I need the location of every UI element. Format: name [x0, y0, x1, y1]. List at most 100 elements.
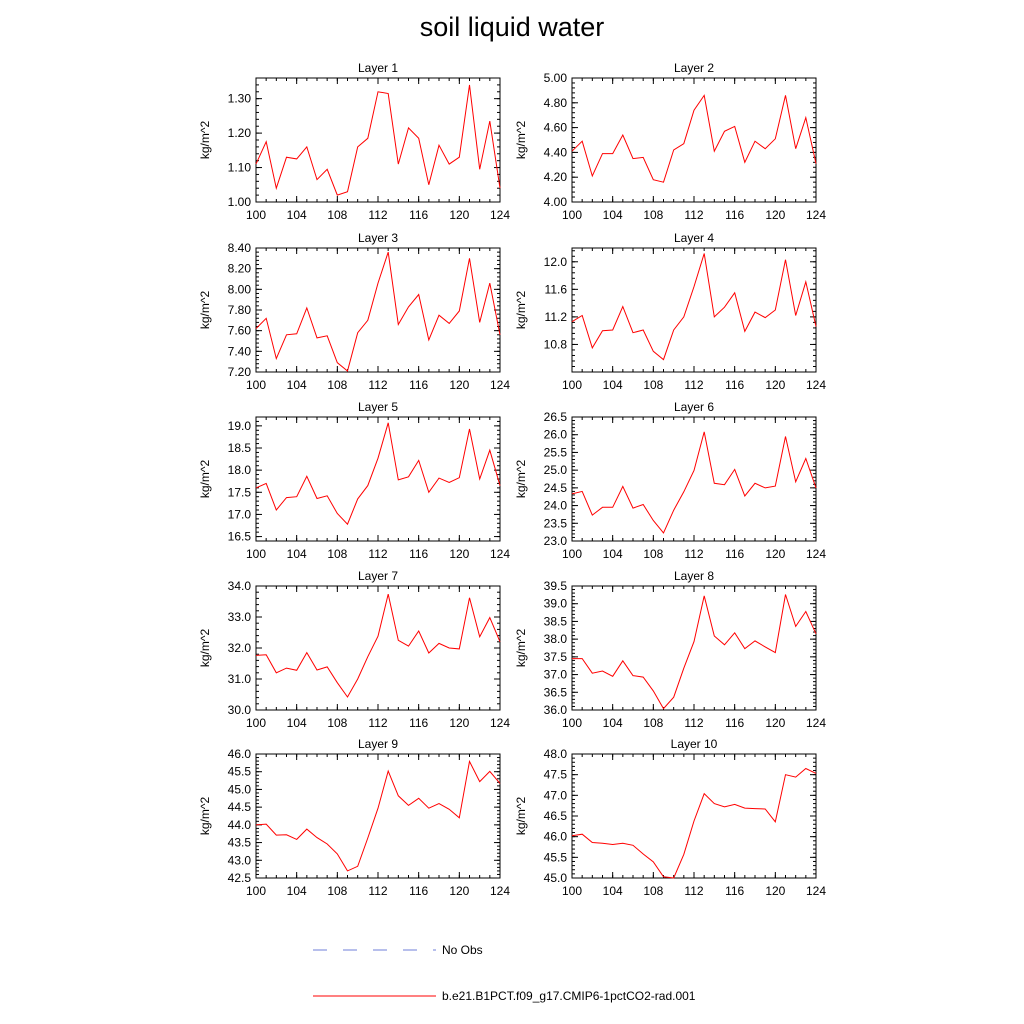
panel-3-y-tick-label: 8.00: [228, 282, 252, 296]
panel-5-y-tick-label: 17.5: [228, 485, 252, 499]
panel-6-x-tick-label: 104: [603, 547, 623, 561]
panel-4-x-tick-label: 112: [684, 378, 703, 392]
panel-4-x-tick-label: 120: [765, 378, 785, 392]
panel-9-x-tick-label: 108: [327, 884, 347, 898]
panel-9-ylabel: kg/m^2: [198, 797, 212, 836]
panel-6-x-tick-label: 124: [806, 547, 826, 561]
panel-8-y-tick-label: 36.0: [544, 703, 568, 717]
panel-3-frame: [255, 247, 501, 373]
panel-3-y-tick-label: 7.40: [228, 344, 252, 358]
panel-2-x-tick-label: 116: [725, 208, 744, 222]
panel-9-series-line: [255, 759, 501, 872]
panel-3-x-tick-label: 116: [409, 378, 428, 392]
panel-3-y-tick-label: 8.40: [228, 241, 252, 255]
panel-10-y-tick-label: 47.5: [544, 768, 568, 782]
panel-6-y-tick-label: 25.5: [544, 445, 568, 459]
panel-8-x-tick-label: 120: [765, 716, 785, 730]
panel-5-x-tick-label: 116: [409, 547, 428, 561]
panel-2-y-tick-label: 4.00: [544, 195, 568, 209]
panel-2-x-tick-label: 112: [684, 208, 703, 222]
panel-6-y-tick-label: 25.0: [544, 463, 568, 477]
panel-10-x-tick-label: 112: [684, 884, 703, 898]
panel-1-x-tick-label: 104: [287, 208, 307, 222]
panel-8-y-tick-label: 38.5: [544, 614, 568, 628]
panel-10-ylabel: kg/m^2: [514, 797, 528, 836]
panel-3-y-tick-label: 7.60: [228, 324, 252, 338]
panel-8-x-tick-label: 104: [603, 716, 623, 730]
panel-8-y-tick-label: 37.0: [544, 668, 568, 682]
panel-6-y-tick-label: 26.5: [544, 410, 568, 424]
panel-5-y-tick-label: 19.0: [228, 419, 252, 433]
panel-2-y-tick-label: 4.60: [544, 121, 568, 135]
panel-5-x-tick-label: 104: [287, 547, 307, 561]
panel-10-x-tick-label: 120: [765, 884, 785, 898]
panel-5-x-tick-label: 124: [490, 547, 510, 561]
panel-3-x-tick-label: 124: [490, 378, 510, 392]
panel-1-y-tick-label: 1.30: [228, 92, 252, 106]
panel-1-x-tick-label: 120: [449, 208, 469, 222]
panel-1-series-line: [255, 84, 501, 196]
panel-7-y-tick-label: 33.0: [228, 610, 252, 624]
panel-3-y-tick-label: 7.80: [228, 303, 252, 317]
panel-1-y-tick-label: 1.00: [228, 195, 252, 209]
panel-4-series-line: [571, 253, 817, 361]
panel-1-y-tick-label: 1.20: [228, 126, 252, 140]
panel-7-y-tick-label: 30.0: [228, 703, 252, 717]
panel-4-ylabel: kg/m^2: [514, 291, 528, 330]
panel-5-y-tick-label: 16.5: [228, 530, 252, 544]
panel-3-x-tick-label: 120: [449, 378, 469, 392]
panel-9-y-tick-label: 44.0: [228, 818, 252, 832]
panel-6-y-tick-label: 24.5: [544, 481, 568, 495]
panel-4-frame: [571, 247, 817, 373]
panel-2-x-tick-label: 120: [765, 208, 785, 222]
panel-6-x-tick-label: 100: [562, 547, 582, 561]
panel-4-x-tick-label: 104: [603, 378, 623, 392]
panel-1-ylabel: kg/m^2: [198, 121, 212, 160]
panel-6-x-tick-label: 116: [725, 547, 744, 561]
panel-9-y-tick-label: 44.5: [228, 800, 252, 814]
panel-2-frame: [571, 77, 817, 203]
panel-3-title: Layer 3: [358, 231, 398, 245]
panel-9-y-tick-label: 45.0: [228, 782, 252, 796]
panel-5-ylabel: kg/m^2: [198, 460, 212, 499]
panel-8-y-tick-label: 38.0: [544, 632, 568, 646]
panel-9-y-tick-label: 42.5: [228, 871, 252, 885]
panel-4-title: Layer 4: [674, 231, 714, 245]
panel-1-y-tick-label: 1.10: [228, 161, 252, 175]
panel-9-title: Layer 9: [358, 737, 398, 751]
panel-2-y-tick-label: 4.80: [544, 96, 568, 110]
panel-10-y-tick-label: 47.0: [544, 788, 568, 802]
panel-2-series-line: [571, 94, 817, 183]
panel-10-y-tick-label: 46.0: [544, 830, 568, 844]
panel-5-y-tick-label: 17.0: [228, 507, 252, 521]
panel-5-x-tick-label: 108: [327, 547, 347, 561]
panel-10-series-line: [571, 767, 817, 879]
panel-9-y-tick-label: 45.5: [228, 765, 252, 779]
panel-2-y-tick-label: 4.40: [544, 145, 568, 159]
panel-8-y-tick-label: 37.5: [544, 650, 568, 664]
panel-10-x-tick-label: 116: [725, 884, 744, 898]
panel-9-y-tick-label: 43.0: [228, 853, 252, 867]
panel-3-y-tick-label: 7.20: [228, 365, 252, 379]
panel-5-title: Layer 5: [358, 400, 398, 414]
panel-2-x-tick-label: 104: [603, 208, 623, 222]
panel-8-title: Layer 8: [674, 569, 714, 583]
panel-2-ylabel: kg/m^2: [514, 121, 528, 160]
panel-8-x-tick-label: 108: [643, 716, 663, 730]
panel-4-x-tick-label: 100: [562, 378, 582, 392]
panel-4-y-tick-label: 12.0: [544, 255, 568, 269]
panel-9-x-tick-label: 100: [246, 884, 266, 898]
panel-8-x-tick-label: 116: [725, 716, 744, 730]
panel-3-x-tick-label: 108: [327, 378, 347, 392]
panel-6-ylabel: kg/m^2: [514, 460, 528, 499]
panel-9-y-tick-label: 43.5: [228, 836, 252, 850]
panel-1-x-tick-label: 108: [327, 208, 347, 222]
panel-3-x-tick-label: 112: [368, 378, 387, 392]
panel-2-x-tick-label: 124: [806, 208, 826, 222]
panel-4-y-tick-label: 11.6: [545, 282, 568, 296]
panel-3-x-tick-label: 104: [287, 378, 307, 392]
panel-10-frame: [571, 753, 817, 879]
panel-7-x-tick-label: 124: [490, 716, 510, 730]
panel-8-frame: [571, 585, 817, 711]
